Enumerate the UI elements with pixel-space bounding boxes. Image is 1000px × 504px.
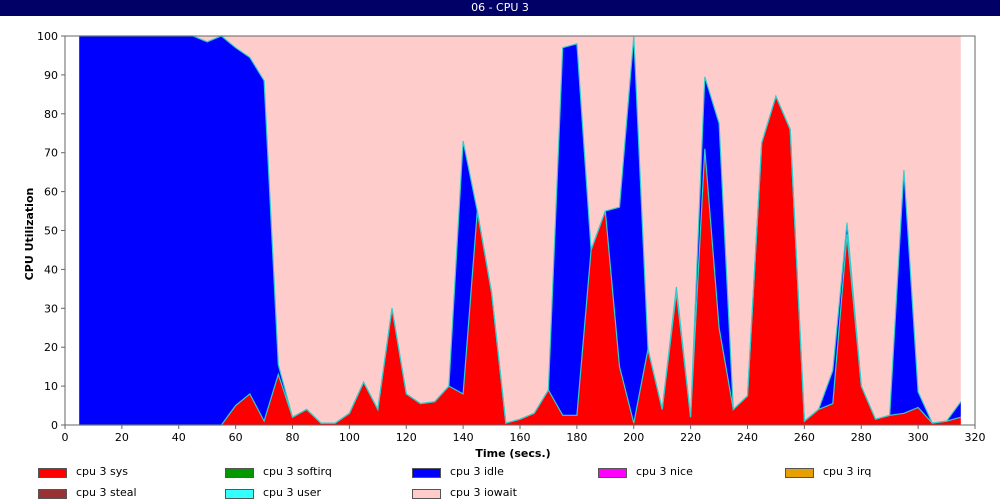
y-tick-label: 0 [51,419,58,432]
series-area-cpu-3-iowait [79,36,961,424]
chart-legend: cpu 3 sys cpu 3 softirq cpu 3 idle cpu 3 ni… [0,462,1000,504]
legend-label: cpu 3 nice [636,465,693,478]
x-tick-label: 220 [680,431,701,444]
legend-swatch [225,468,254,478]
x-tick-label: 240 [737,431,758,444]
legend-label: cpu 3 iowait [450,486,517,499]
series-area-cpu-3-idle [79,36,961,425]
x-tick-label: 80 [286,431,300,444]
cpu-utilization-chart: 0 10 20 30 40 50 60 70 80 90 100 0 20 40 60 80 100 120 140… [0,16,1000,462]
legend-label: cpu 3 steal [76,486,137,499]
series-areas [79,35,962,426]
series-area-cpu-3-sys [79,96,961,426]
legend-label: cpu 3 idle [450,465,504,478]
y-tick-label: 90 [44,69,58,82]
window-title: 06 - CPU 3 [0,0,1000,16]
x-tick-label: 20 [115,431,129,444]
x-tick-label: 0 [62,431,69,444]
series-line-cpu-3-idle [79,35,962,424]
x-tick-label: 100 [339,431,360,444]
x-tick-label: 260 [794,431,815,444]
y-axis-label: CPU Utilization [23,188,36,281]
legend-swatch [38,489,67,499]
y-tick-label: 30 [44,302,58,315]
x-tick-label: 160 [510,431,531,444]
x-tick-label: 280 [851,431,872,444]
axes: 0 10 20 30 40 50 60 70 80 90 100 0 20 40 60 80 100 120 140… [37,30,986,444]
legend-swatch [412,468,441,478]
x-tick-label: 60 [229,431,243,444]
y-tick-label: 20 [44,341,58,354]
y-tick-label: 60 [44,186,58,199]
legend-swatch [598,468,627,478]
y-tick-label: 70 [44,147,58,160]
legend-swatch [225,489,254,499]
x-tick-label: 120 [396,431,417,444]
y-tick-label: 40 [44,263,58,276]
x-tick-label: 300 [908,431,929,444]
legend-label: cpu 3 sys [76,465,128,478]
x-tick-label: 40 [172,431,186,444]
legend-swatch [38,468,67,478]
x-tick-label: 200 [623,431,644,444]
x-tick-label: 180 [566,431,587,444]
legend-swatch [412,489,441,499]
y-tick-label: 80 [44,108,58,121]
x-axis-label: Time (secs.) [475,447,550,460]
x-tick-label: 320 [965,431,986,444]
legend-swatch [785,468,814,478]
legend-label: cpu 3 irq [823,465,872,478]
y-tick-label: 10 [44,380,58,393]
y-tick-label: 50 [44,225,58,238]
legend-label: cpu 3 softirq [263,465,332,478]
legend-label: cpu 3 user [263,486,321,499]
x-tick-label: 140 [453,431,474,444]
y-tick-label: 100 [37,30,58,43]
